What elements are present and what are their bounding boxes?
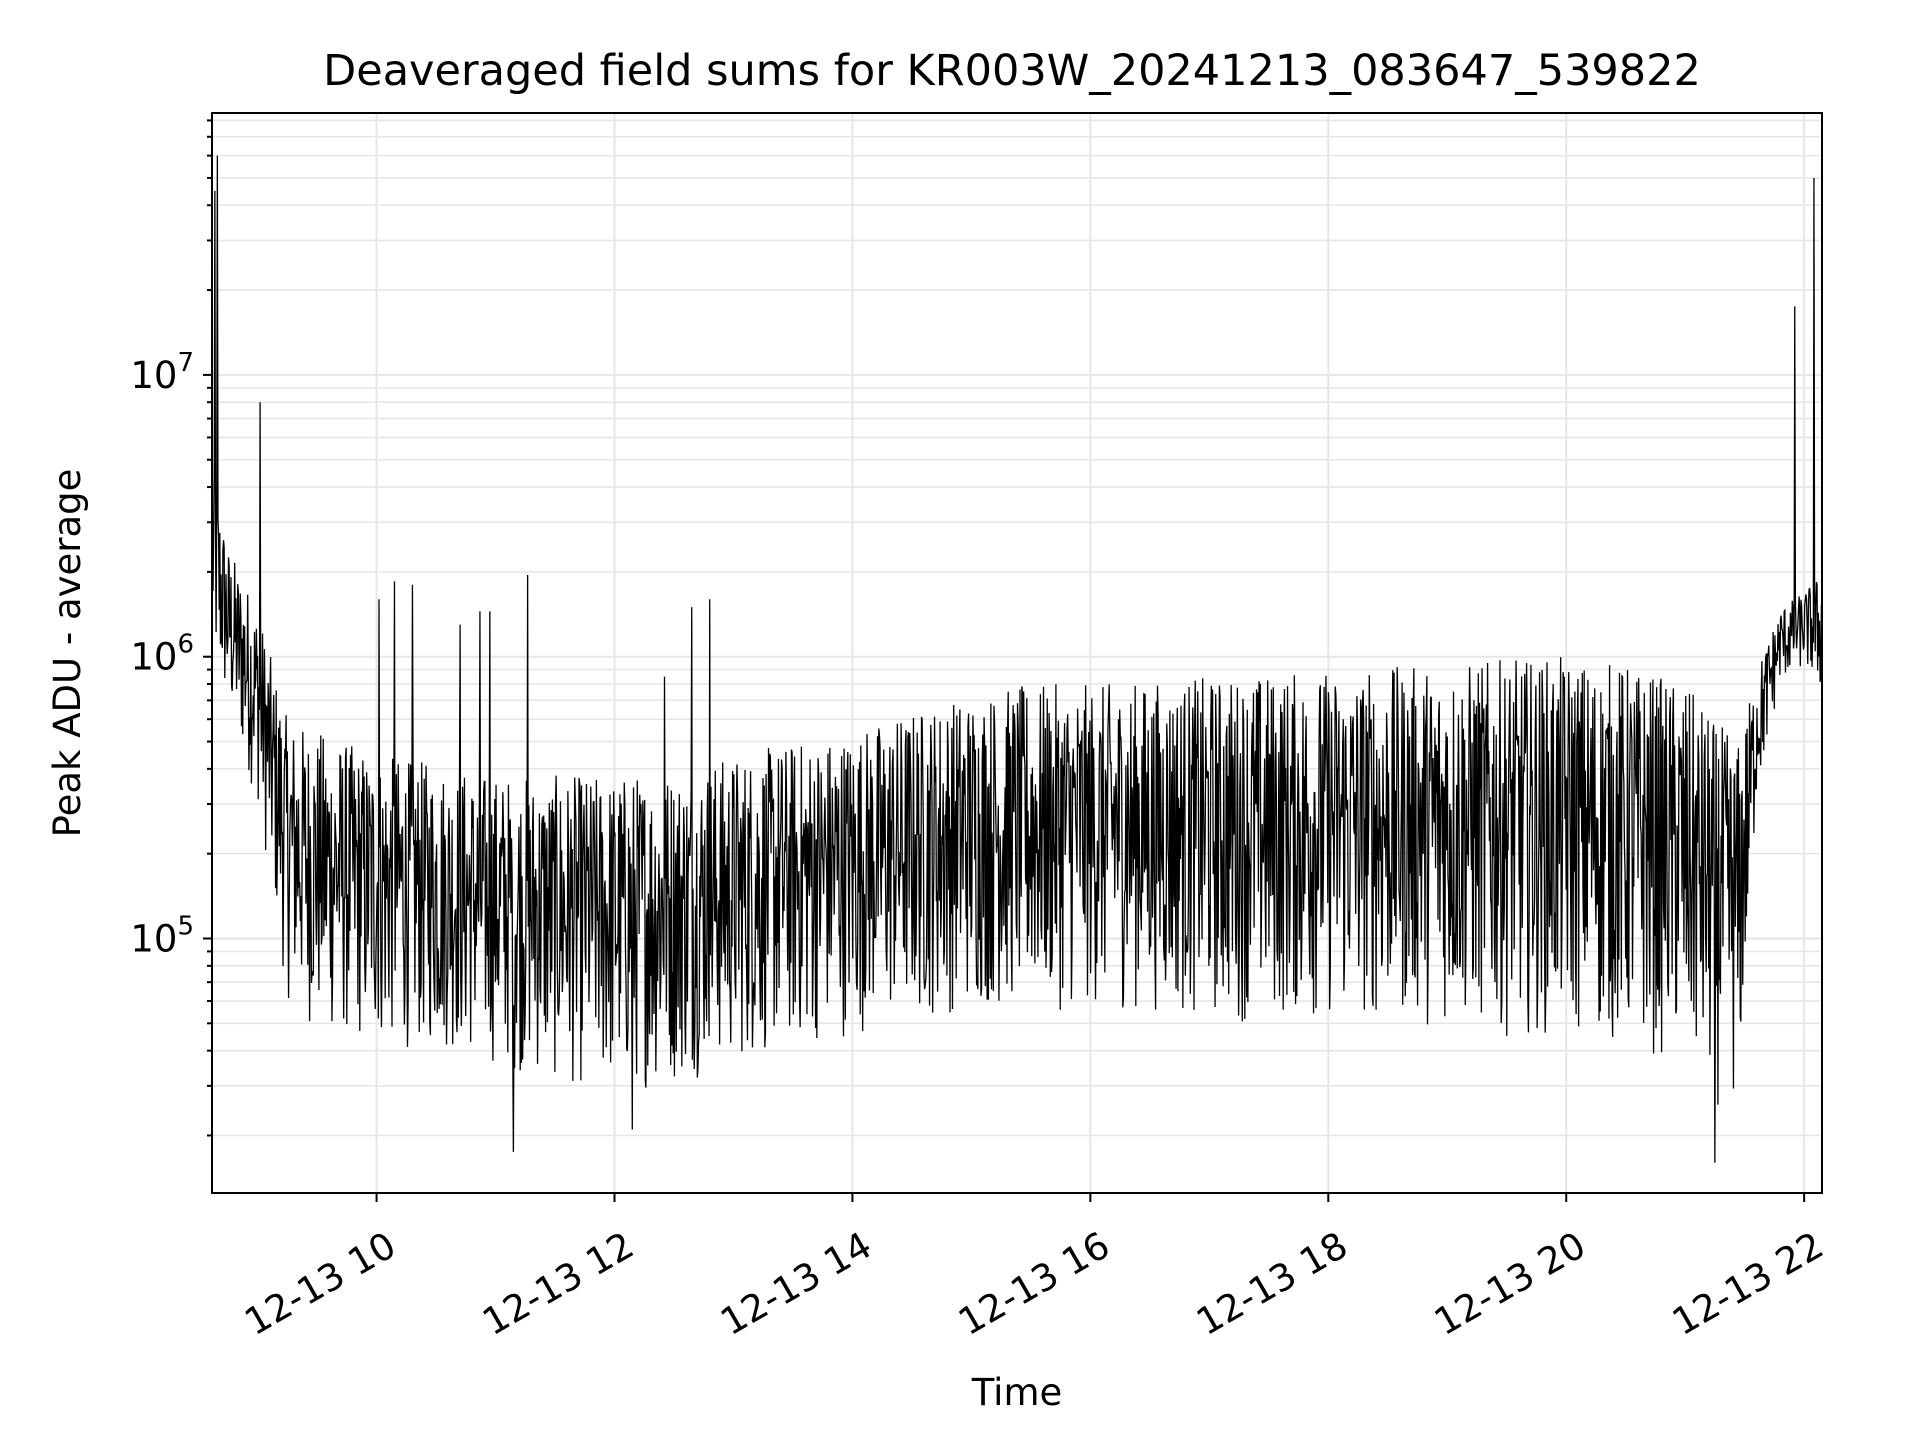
y-tick-label: 107 [130,348,194,397]
y-axis-ticks: 105 106 107 [130,119,212,1137]
series-line [212,155,1822,1163]
x-axis-label: Time [971,1371,1063,1414]
x-tick-label: 12-13 12 [475,1224,641,1344]
x-tick-label: 12-13 18 [1189,1224,1355,1344]
x-tick-label: 12-13 20 [1427,1224,1593,1344]
x-tick-label: 12-13 16 [951,1224,1117,1344]
y-axis-label: Peak ADU - average [46,469,89,838]
grid-lines [212,113,1822,1193]
x-tick-label: 12-13 14 [713,1224,879,1344]
y-tick-label: 105 [130,912,194,961]
x-axis-ticks: 12-13 10 12-13 12 12-13 14 12-13 16 12-13 18… [237,1193,1831,1344]
chart-title: Deaveraged field sums for KR003W_2024121… [323,46,1701,96]
plot-area-frame [211,112,1823,1194]
x-tick-label: 12-13 22 [1665,1224,1831,1344]
data-series [212,155,1822,1163]
x-tick-label: 12-13 10 [237,1224,403,1344]
y-tick-label: 106 [130,630,194,679]
